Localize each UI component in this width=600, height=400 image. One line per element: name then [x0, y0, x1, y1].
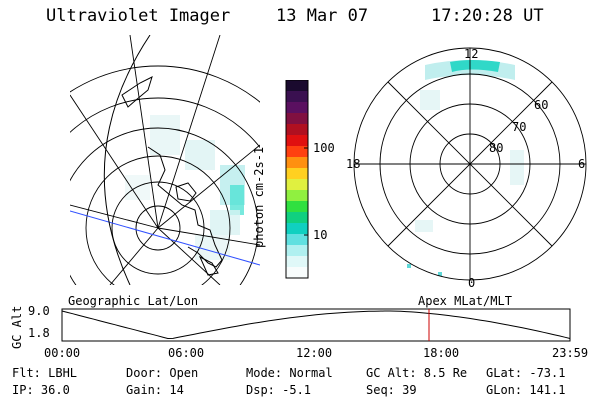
- info-seq: Seq: 39: [366, 383, 417, 397]
- header-time: 17:20:28 UT: [431, 6, 544, 26]
- mlt-label-18: 18: [346, 157, 361, 171]
- info-glat: GLat: -73.1: [486, 366, 566, 380]
- colorbar-stripe: [286, 80, 308, 92]
- colorbar-stripe: [286, 135, 308, 147]
- geographic-map: [70, 35, 260, 285]
- colorbar-stripe: [286, 91, 308, 103]
- info-ip: IP: 36.0: [12, 383, 70, 397]
- mlt-label-6: 6: [578, 157, 586, 171]
- colorbar-stripe: [286, 146, 308, 158]
- mlt-label-12: 12: [464, 47, 479, 61]
- colorbar-stripe: [286, 124, 308, 136]
- info-gc-alt: GC Alt: 8.5 Re: [366, 366, 468, 380]
- colorbar-stripe: [286, 102, 308, 114]
- timeline-ytick-max: 9.0: [28, 304, 50, 318]
- geo-panel-label: Geographic Lat/Lon: [68, 294, 199, 308]
- polar-panel-label: Apex MLat/MLT: [418, 294, 512, 308]
- colorbar-tick-100: 100: [313, 141, 335, 155]
- info-door: Door: Open: [126, 366, 199, 380]
- app-title: Ultraviolet Imager: [46, 6, 231, 26]
- colorbar-stripe: [286, 234, 308, 246]
- mlt-label-0: 0: [468, 276, 476, 290]
- color-scale-bar: [285, 80, 309, 279]
- colorbar-stripe: [286, 157, 308, 169]
- colorbar-stripe: [286, 179, 308, 191]
- header-date: 13 Mar 07: [276, 6, 369, 26]
- info-mode: Mode: Normal: [246, 366, 333, 380]
- polar-plot: [353, 47, 587, 281]
- aurora-emission-geo: [125, 115, 245, 260]
- colorbar-stripe: [286, 168, 308, 180]
- colorbar-stripe: [286, 113, 308, 125]
- colorbar-stripe: [286, 256, 308, 268]
- timeline-ytick-min: 1.8: [28, 326, 50, 340]
- timeline-xtick-2359: 23:59: [552, 346, 589, 360]
- info-glon: GLon: 141.1: [486, 383, 566, 397]
- altitude-timeline: [61, 308, 571, 342]
- timeline-xtick-0600: 06:00: [168, 346, 205, 360]
- timeline-xtick-0000: 00:00: [44, 346, 81, 360]
- timeline-ylabel: GC Alt: [10, 305, 24, 349]
- colorbar-stripe: [286, 190, 308, 202]
- timeline-xtick-1200: 12:00: [296, 346, 333, 360]
- timeline-xtick-1800: 18:00: [423, 346, 460, 360]
- mlat-label-70: 70: [512, 120, 527, 134]
- colorbar-stripe: [286, 201, 308, 213]
- colorbar-stripe: [286, 223, 308, 235]
- colorbar-stripe: [286, 267, 308, 279]
- colorbar-stripe: [286, 245, 308, 257]
- info-filter: Flt: LBHL: [12, 366, 78, 380]
- mlat-label-60: 60: [534, 98, 549, 112]
- info-gain: Gain: 14: [126, 383, 184, 397]
- mlat-label-80: 80: [489, 141, 504, 155]
- colorbar-stripe: [286, 212, 308, 224]
- colorbar-unit-label: photon cm-2s-1: [252, 146, 266, 248]
- info-dsp: Dsp: -5.1: [246, 383, 312, 397]
- colorbar-tick-10: 10: [313, 228, 328, 242]
